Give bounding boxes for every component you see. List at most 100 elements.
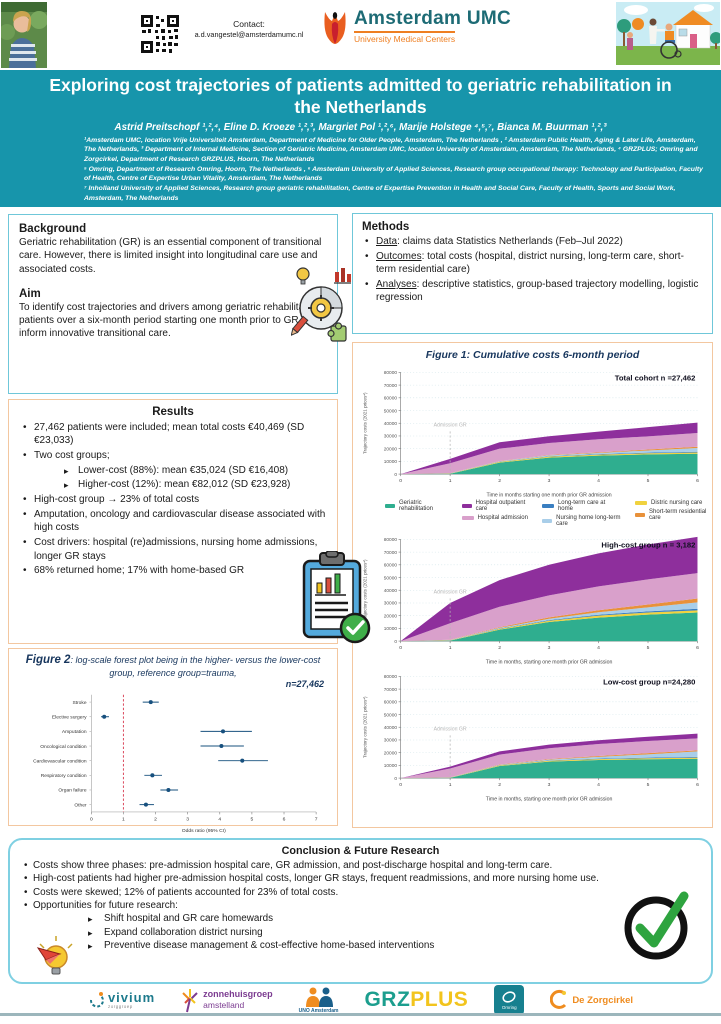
forest-category-label: Cardiovascular condition bbox=[33, 758, 87, 764]
vivium-text: vivium bbox=[107, 990, 156, 1005]
y-tick-label: 0 bbox=[394, 776, 397, 782]
y-tick-label: 80000 bbox=[384, 674, 398, 680]
affiliations: ¹Amsterdam UMC, location Vrije Universit… bbox=[84, 136, 709, 203]
conclusion-bullet: Costs show three phases: pre-admission h… bbox=[24, 859, 697, 873]
x-tick-label: 1 bbox=[449, 645, 452, 651]
conclusion-check-icon bbox=[624, 891, 689, 960]
x-tick-label: 0 bbox=[399, 645, 402, 651]
background-text: Geriatric rehabilitation (GR) is an esse… bbox=[19, 237, 322, 275]
omring-icon bbox=[502, 991, 516, 1003]
results-sub-bullet: Lower-cost (88%): mean €35,024 (SD €16,4… bbox=[63, 464, 327, 477]
uno-text: UNO Amsterdam bbox=[298, 1007, 339, 1014]
x-axis-label: Odds ratio (95% CI) bbox=[182, 828, 226, 834]
conclusion-bullet: Costs were skewed; 12% of patients accou… bbox=[24, 886, 697, 900]
zonnehuisgroep-text: zonnehuisgroep bbox=[203, 989, 273, 1000]
clipboard-report-icon bbox=[302, 551, 371, 644]
legend-item: Nursing home long-term care bbox=[542, 515, 621, 527]
chart-annotation: High-cost group n = 3,182 bbox=[601, 541, 695, 550]
title-band: Exploring cost trajectories of patients … bbox=[0, 70, 721, 207]
methods-item: Data: claims data Statistics Netherlands… bbox=[362, 235, 703, 248]
zonnehuisgroep-sub: amstelland bbox=[203, 999, 245, 1010]
x-tick-label: 2 bbox=[498, 478, 501, 484]
y-tick-label: 80000 bbox=[384, 370, 398, 376]
y-tick-label: 10000 bbox=[384, 459, 398, 465]
y-tick-label: 70000 bbox=[384, 687, 398, 693]
zorgcirkel-icon bbox=[550, 989, 567, 1009]
x-tick-label: 3 bbox=[548, 645, 551, 651]
contact-email: a.d.vangestel@amsterdamumc.nl bbox=[194, 29, 304, 39]
x-tick-label: 2 bbox=[498, 645, 501, 651]
x-tick-label: 6 bbox=[696, 478, 699, 484]
figure1-box: Figure 1: Cumulative costs 6-month perio… bbox=[352, 342, 713, 828]
forest-point-amputation bbox=[220, 728, 226, 733]
chart-low-cost-group: 0 10000 20000 30000 40000 50000 60000 70000 8000… bbox=[362, 674, 699, 802]
x-tick-label: 5 bbox=[251, 816, 254, 822]
affiliation-line: ⁷ Inholland University of Applied Scienc… bbox=[84, 184, 676, 202]
x-tick-label: 1 bbox=[449, 782, 452, 788]
legend-label: Long-term care at home bbox=[557, 500, 606, 512]
vivium-sub: zorggroep bbox=[107, 1004, 133, 1009]
y-tick-label: 10000 bbox=[384, 763, 398, 769]
methods-item-label: Data bbox=[376, 236, 398, 247]
legend-item: Geriatric rehabilitation bbox=[385, 500, 448, 512]
y-axis-label: Trajectory costs (2021 prices*) bbox=[362, 696, 367, 758]
admission-gr-label: Admission GR bbox=[434, 726, 467, 732]
forest-plot: Stroke Elective surgery Amputation Oncologi… bbox=[33, 694, 318, 834]
y-tick-label: 60000 bbox=[384, 563, 398, 569]
x-tick-label: 6 bbox=[283, 816, 286, 822]
idea-lightbulb-icon bbox=[36, 936, 73, 975]
plus-text: PLUS bbox=[410, 988, 469, 1011]
legend-item: Long-term care at home bbox=[542, 500, 621, 512]
x-tick-label: 5 bbox=[647, 478, 650, 484]
future-research-item: Shift hospital and GR care homewards bbox=[88, 912, 697, 926]
conclusion-bullet: High-cost patients had higher pre-admiss… bbox=[24, 872, 697, 886]
area-nursing-home-long-term-care bbox=[400, 751, 698, 779]
x-tick-label: 4 bbox=[597, 645, 600, 651]
x-tick-label: 3 bbox=[548, 478, 551, 484]
y-tick-label: 50000 bbox=[384, 575, 398, 581]
y-axis-label: Trajectory costs (2021 prices*) bbox=[362, 392, 367, 454]
legend-swatch bbox=[635, 500, 648, 506]
x-tick-label: 0 bbox=[90, 816, 93, 822]
y-tick-label: 70000 bbox=[384, 383, 398, 389]
results-box: Results 27,462 patients were included; m… bbox=[8, 399, 338, 644]
area-geriatric-rehabilitation bbox=[400, 758, 698, 779]
x-tick-label: 2 bbox=[498, 782, 501, 788]
legend-swatch bbox=[542, 503, 554, 509]
forest-category-label: Other bbox=[74, 802, 87, 808]
logo-title: Amsterdam UMC bbox=[354, 8, 511, 29]
conclusion-box: Conclusion & Future Research Costs show … bbox=[8, 838, 713, 984]
legend-label: Hospital outpatient care bbox=[475, 500, 526, 512]
affiliation-line: ⁵ Omring, Department of Research Omring,… bbox=[84, 165, 703, 183]
conclusion-heading: Conclusion & Future Research bbox=[281, 845, 440, 857]
methods-box: Methods Data: claims data Statistics Net… bbox=[352, 213, 713, 334]
y-tick-label: 60000 bbox=[384, 396, 398, 402]
vivium-icon bbox=[89, 992, 104, 1008]
y-tick-label: 50000 bbox=[384, 712, 398, 718]
x-tick-label: 3 bbox=[548, 782, 551, 788]
analysis-process-icon bbox=[291, 267, 351, 342]
y-tick-label: 0 bbox=[394, 639, 397, 645]
forest-point-other bbox=[143, 802, 148, 807]
results-sub-bullet: Higher-cost (12%): mean €82,012 (SD €23,… bbox=[63, 478, 327, 491]
logo-zonnehuisgroep: zonnehuisgroep amstelland bbox=[181, 987, 273, 1013]
contact-block: Contact: a.d.vangestel@amsterdamumc.nl bbox=[183, 19, 315, 39]
amsterdam-umc-logo: Amsterdam UMC University Medical Centers bbox=[322, 9, 511, 47]
qr-code bbox=[139, 13, 181, 55]
x-tick-label: 4 bbox=[597, 478, 600, 484]
logo-de-zorgcirkel: De Zorgcirkel bbox=[550, 989, 633, 1011]
forest-category-label: Stroke bbox=[72, 699, 86, 705]
legend-label: Geriatric rehabilitation bbox=[399, 500, 434, 512]
legend-label: Distric nursing care bbox=[651, 500, 703, 506]
forest-category-label: Oncological condition bbox=[40, 743, 87, 749]
figure2-title-bold: Figure 2 bbox=[25, 654, 71, 666]
area-distric-nursing-care bbox=[400, 610, 698, 642]
figure2-sample-size: n=27,462 bbox=[285, 678, 324, 689]
admission-gr-label: Admission GR bbox=[434, 589, 467, 595]
y-tick-label: 80000 bbox=[384, 537, 398, 543]
area-hospital-admission bbox=[400, 738, 698, 779]
legend-swatch bbox=[461, 515, 474, 521]
aim-text: To identify cost trajectories and driver… bbox=[19, 301, 321, 340]
forest-point-cardiovascular-condition bbox=[240, 758, 245, 763]
area-distric-nursing-care bbox=[400, 452, 698, 475]
